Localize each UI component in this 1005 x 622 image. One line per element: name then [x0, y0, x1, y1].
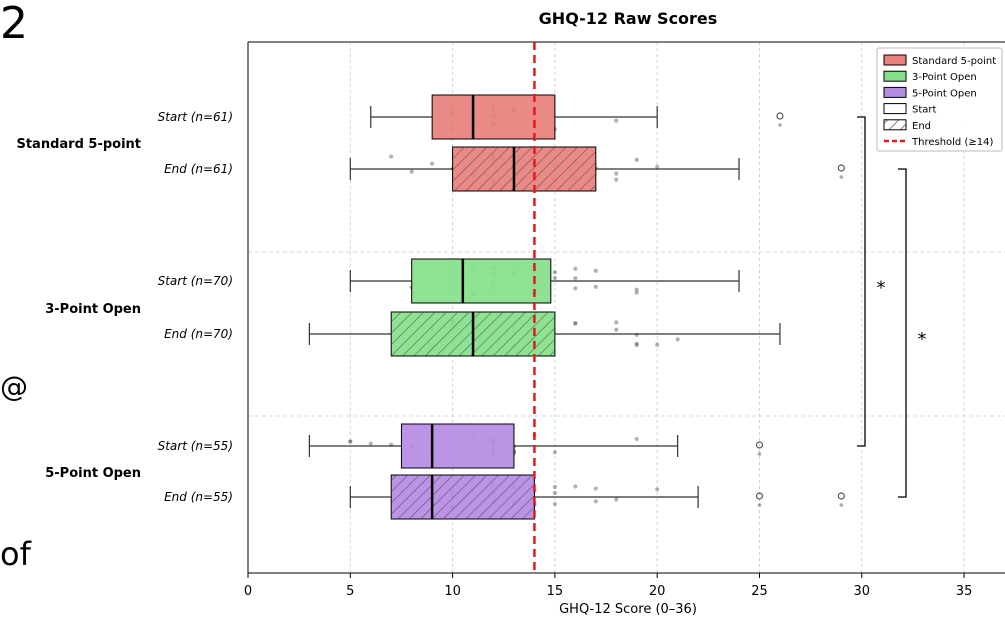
- x-tick-label: 10: [444, 584, 461, 599]
- raw-data-point: [552, 450, 557, 455]
- raw-data-point: [552, 270, 557, 275]
- legend-label: Start: [912, 105, 937, 116]
- page-fragment-top: 2: [0, 0, 28, 49]
- legend-label: End: [912, 121, 931, 132]
- box-iqr: [431, 94, 556, 140]
- legend-swatch: [883, 70, 907, 82]
- raw-data-point: [655, 342, 660, 347]
- raw-data-point: [593, 499, 598, 504]
- box-row-label: Start (n=61): [158, 110, 233, 124]
- raw-data-point: [634, 436, 639, 442]
- x-tick-label: 0: [244, 584, 252, 599]
- raw-data-point: [573, 276, 578, 281]
- legend-label: 3-Point Open: [912, 72, 977, 83]
- page-fragment-middle: @: [0, 370, 28, 403]
- box-hatch: [391, 475, 535, 519]
- outlier-point: [755, 441, 764, 449]
- raw-data-point: [655, 164, 660, 169]
- raw-data-point: [634, 342, 639, 348]
- raw-data-point: [573, 321, 578, 326]
- raw-data-point: [634, 157, 639, 162]
- legend-label: 5-Point Open: [912, 88, 977, 99]
- legend-box: [876, 47, 1003, 152]
- raw-data-point: [389, 154, 394, 159]
- x-axis-label: GHQ-12 Score (0–36): [559, 602, 697, 617]
- raw-data-point: [675, 337, 680, 342]
- raw-data-point: [573, 286, 578, 291]
- x-tick-label: 30: [854, 584, 871, 599]
- raw-data-point: [593, 268, 598, 273]
- raw-data-point: [552, 501, 557, 507]
- raw-data-point: [614, 327, 619, 332]
- page-fragment-bottom: of: [0, 535, 31, 573]
- raw-data-point: [614, 118, 619, 123]
- box-iqr: [400, 423, 515, 469]
- x-tick-label: 15: [547, 584, 564, 599]
- legend-swatch: [883, 119, 907, 131]
- raw-data-point: [614, 177, 619, 182]
- raw-data-point: [552, 484, 557, 490]
- box-row-label: Start (n=70): [158, 274, 233, 288]
- raw-data-point: [430, 161, 435, 166]
- legend-label: Threshold (≥14): [911, 137, 993, 148]
- raw-data-point: [634, 290, 639, 295]
- raw-data-point: [778, 123, 782, 127]
- outlier-point: [776, 112, 784, 120]
- significance-marker: *: [877, 278, 886, 299]
- raw-data-point: [634, 332, 639, 337]
- raw-data-point: [552, 490, 557, 495]
- raw-data-point: [655, 487, 660, 492]
- raw-data-point: [839, 503, 844, 507]
- raw-data-point: [614, 320, 619, 325]
- x-tick-label: 20: [649, 584, 666, 599]
- raw-data-point: [368, 441, 373, 446]
- raw-data-point: [552, 276, 557, 281]
- raw-data-point: [348, 439, 353, 444]
- raw-data-point: [573, 266, 578, 271]
- raw-data-point: [573, 484, 578, 489]
- group-label: 3-Point Open: [45, 302, 141, 317]
- raw-data-point: [593, 284, 598, 289]
- raw-data-point: [573, 321, 578, 326]
- raw-data-point: [757, 503, 762, 507]
- x-tick-label: 35: [956, 584, 973, 599]
- box-row-label: Start (n=55): [158, 439, 233, 453]
- raw-data-point: [634, 341, 639, 346]
- chart-title: GHQ-12 Raw Scores: [539, 9, 718, 28]
- group-label: 5-Point Open: [45, 466, 141, 481]
- raw-data-point: [348, 439, 353, 444]
- significance-marker: *: [918, 329, 927, 350]
- raw-data-point: [634, 287, 639, 292]
- x-tick-label: 5: [346, 584, 354, 599]
- group-label: Standard 5-point: [16, 137, 141, 152]
- significance-bracket: [857, 116, 866, 447]
- box-hatch: [452, 147, 596, 191]
- outlier-point: [837, 164, 845, 172]
- legend-swatch: [883, 86, 907, 98]
- raw-data-point: [409, 169, 414, 174]
- outlier-point: [837, 492, 845, 500]
- raw-data-point: [757, 452, 762, 456]
- legend-swatch: [883, 54, 907, 66]
- raw-data-point: [839, 175, 844, 179]
- raw-data-point: [614, 497, 619, 502]
- x-tick-label: 25: [751, 584, 768, 599]
- raw-data-point: [614, 171, 619, 176]
- significance-bracket: [898, 168, 907, 498]
- box-row-label: End (n=61): [164, 162, 233, 176]
- legend-label: Standard 5-point: [912, 56, 996, 67]
- box-row-label: End (n=55): [164, 490, 233, 504]
- box-row-label: End (n=70): [164, 327, 233, 341]
- outlier-point: [755, 492, 764, 500]
- legend-swatch: [883, 103, 907, 115]
- box-iqr: [411, 258, 552, 304]
- raw-data-point: [593, 486, 598, 491]
